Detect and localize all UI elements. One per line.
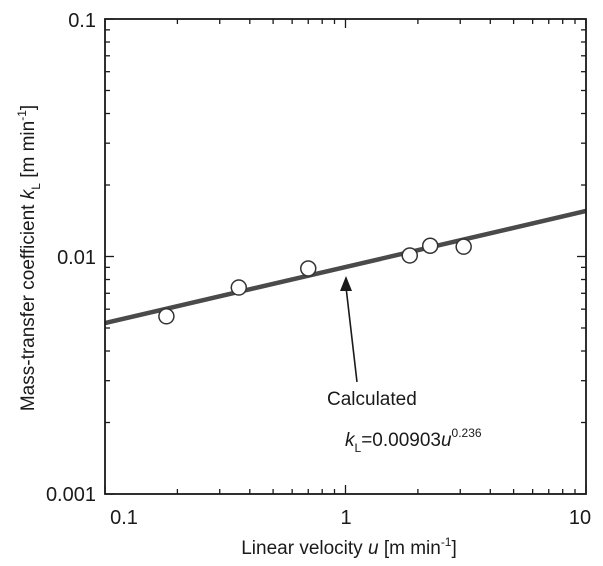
annotation-label: Calculated bbox=[327, 389, 417, 410]
data-point bbox=[158, 308, 175, 325]
data-point bbox=[455, 238, 472, 255]
fit-line-layer bbox=[105, 208, 586, 326]
x-axis-title: Linear velocity u [m min-1] bbox=[241, 535, 457, 559]
y-tick-label-1: 0.01 bbox=[57, 247, 96, 269]
data-point bbox=[299, 260, 317, 277]
data-point bbox=[421, 237, 439, 254]
x-tick-label-1: 1 bbox=[340, 507, 351, 529]
data-points bbox=[158, 237, 472, 325]
data-point bbox=[230, 279, 248, 296]
annotation-arrow bbox=[345, 286, 358, 383]
plot-frame bbox=[104, 18, 587, 495]
y-tick-label-0: 0.001 bbox=[46, 484, 96, 506]
x-tick-label-2: 10 bbox=[569, 507, 591, 529]
x-tick-label-0: 0.1 bbox=[110, 507, 138, 529]
data-point bbox=[401, 247, 419, 264]
fit-line bbox=[105, 208, 586, 326]
y-tick-label-2: 0.1 bbox=[68, 10, 96, 32]
annotation-arrowhead bbox=[340, 276, 352, 291]
major-ticks bbox=[104, 18, 587, 495]
minor-ticks bbox=[105, 19, 586, 494]
annotation-equation: kL=0.00903u0.236 bbox=[345, 426, 482, 455]
y-axis-title: Mass-transfer coefficient kL [m min-1] bbox=[15, 105, 43, 411]
